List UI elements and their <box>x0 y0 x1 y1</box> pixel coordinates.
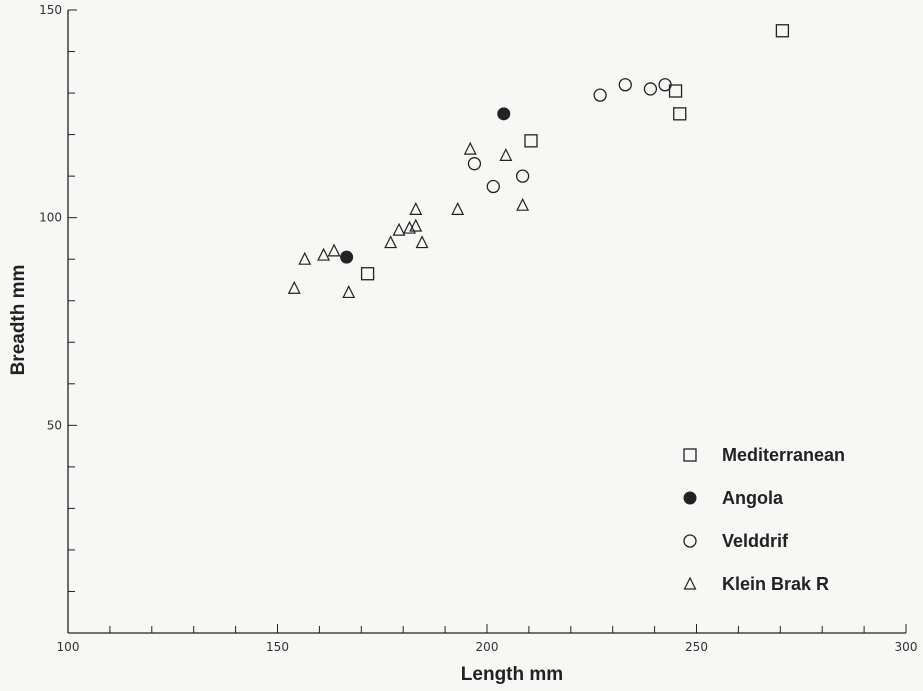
legend-label-mediterranean: Mediterranean <box>722 445 845 465</box>
legend-marker-mediterranean <box>683 448 697 462</box>
point-velddrif <box>486 179 500 194</box>
legend-marker-klein-brak-r <box>683 576 697 590</box>
point-mediterranean <box>668 84 683 98</box>
x-tick-label: 250 <box>685 640 708 654</box>
point-mediterranean <box>360 267 375 281</box>
point-klein-brak-r <box>463 141 477 155</box>
x-axis-title: Length mm <box>461 664 563 685</box>
point-klein-brak-r <box>327 243 341 257</box>
point-angola <box>497 107 511 121</box>
point-velddrif <box>643 82 658 96</box>
point-klein-brak-r <box>516 197 530 211</box>
y-axis-title: Breadth mm <box>8 265 29 376</box>
point-velddrif <box>658 78 672 92</box>
point-klein-brak-r <box>317 247 331 261</box>
point-klein-brak-r <box>384 235 398 249</box>
point-velddrif <box>467 157 482 171</box>
point-klein-brak-r <box>409 202 423 215</box>
point-klein-brak-r <box>342 285 356 299</box>
data-points <box>287 24 790 299</box>
point-klein-brak-r <box>451 202 465 215</box>
y-tick-label: 150 <box>39 3 62 17</box>
y-tick-label: 100 <box>39 211 62 225</box>
point-velddrif <box>515 169 530 183</box>
point-klein-brak-r <box>499 148 513 161</box>
point-velddrif <box>618 78 632 92</box>
point-klein-brak-r <box>392 222 406 236</box>
legend-label-velddrif: Velddrif <box>722 531 789 551</box>
point-mediterranean <box>775 24 790 38</box>
point-klein-brak-r <box>287 280 301 294</box>
x-tick-label: 300 <box>895 640 918 654</box>
legend-marker-velddrif <box>683 534 697 548</box>
point-mediterranean <box>673 107 687 121</box>
x-tick-label: 150 <box>266 640 289 654</box>
x-tick-label: 200 <box>476 640 499 654</box>
legend-label-angola: Angola <box>722 488 784 508</box>
x-tick-label: 100 <box>57 640 80 654</box>
point-klein-brak-r <box>298 251 312 265</box>
legend: Mediterranean Angola Velddrif Klein Brak R <box>683 445 845 594</box>
legend-marker-angola <box>683 491 697 505</box>
point-mediterranean <box>524 134 538 148</box>
axis-ticks: 100 150 200 250 300 50 100 150 <box>39 3 917 654</box>
point-velddrif <box>593 88 607 102</box>
legend-label-klein-brak-r: Klein Brak R <box>722 574 829 594</box>
point-angola <box>340 250 354 264</box>
y-tick-label: 50 <box>47 418 62 432</box>
point-klein-brak-r <box>409 218 423 232</box>
point-klein-brak-r <box>415 235 429 249</box>
